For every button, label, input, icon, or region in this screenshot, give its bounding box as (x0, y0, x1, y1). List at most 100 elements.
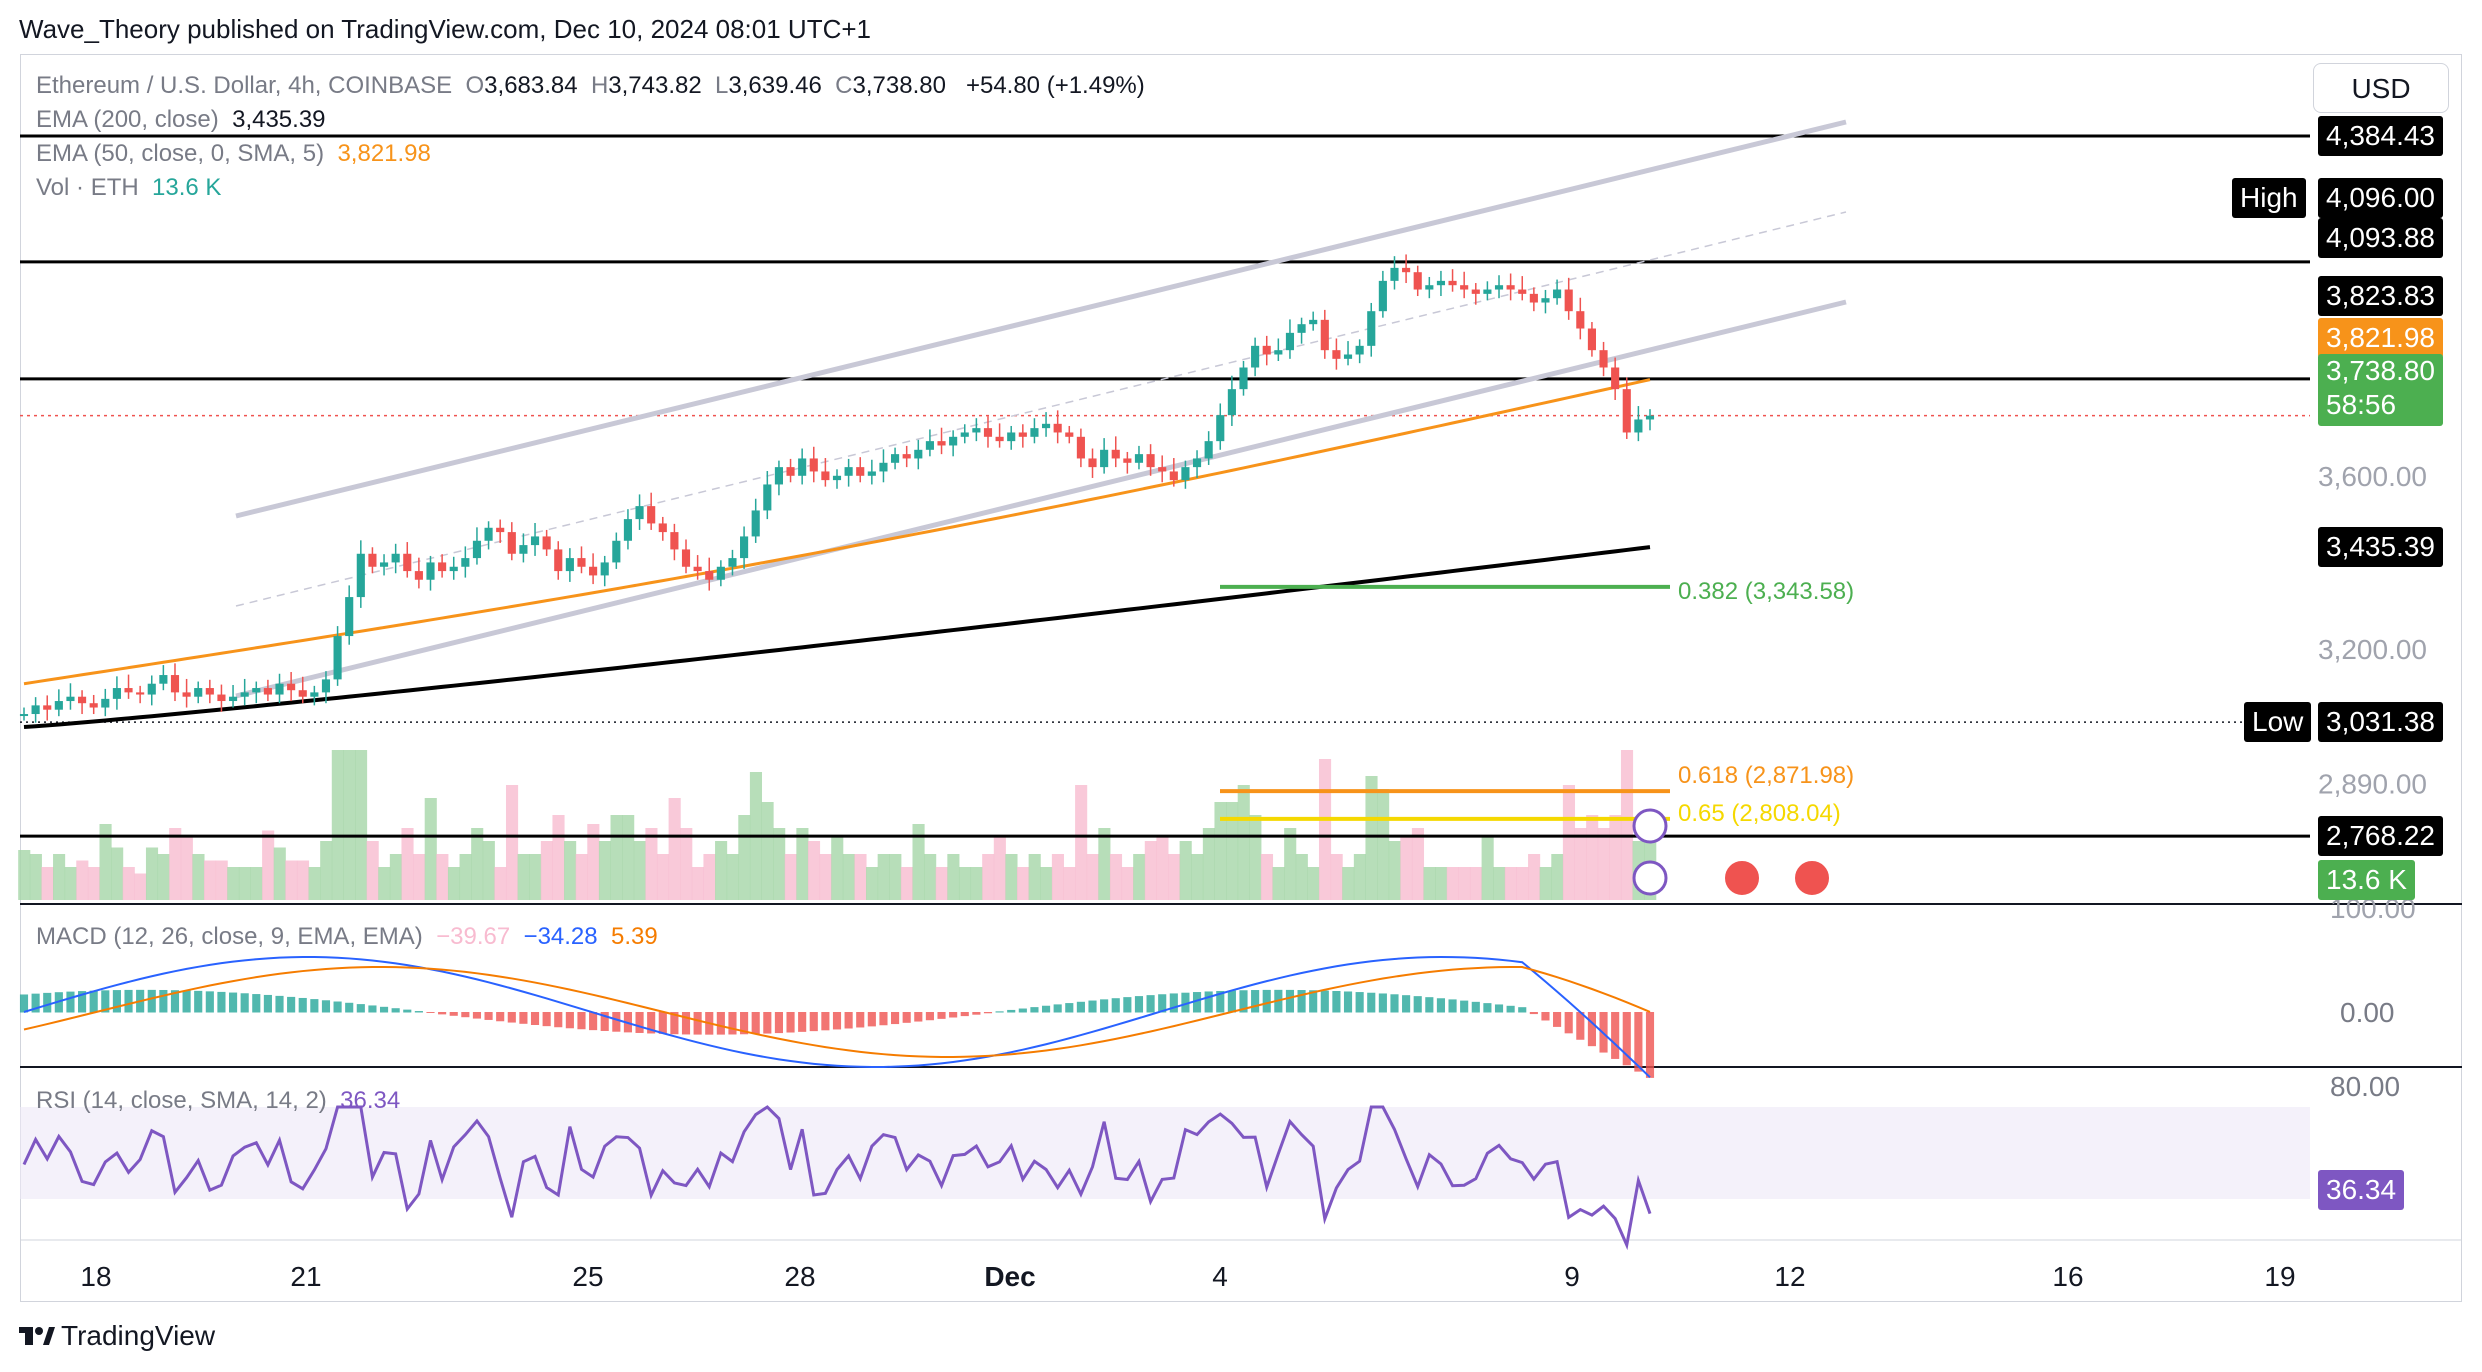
candle-body (1483, 289, 1492, 294)
candle-body (66, 696, 75, 702)
x-axis-label: Dec (984, 1261, 1035, 1292)
volume-bar (1249, 815, 1262, 900)
macd-hist-bar (1587, 1012, 1596, 1047)
macd-hist-bar (19, 994, 29, 1013)
volume-bar (111, 847, 124, 900)
macd-hist-bar (182, 990, 191, 1013)
volume-bar (1446, 867, 1459, 900)
volume-bar (540, 841, 553, 900)
candle-body (681, 549, 691, 567)
macd-hist-bar (635, 1012, 644, 1033)
macd-hist-bar (519, 1012, 528, 1024)
legend-symbol: Ethereum / U.S. Dollar, 4h, COINBASE (36, 72, 453, 99)
legend-change: +54.80 (+1.49%) (965, 72, 1145, 99)
macd-hist-bar (1448, 999, 1457, 1013)
volume-bar (982, 854, 995, 900)
volume-bar (157, 854, 170, 900)
price-tag-prefix: Low (2244, 702, 2312, 743)
candle-body (426, 562, 435, 580)
macd-hist-bar (298, 997, 307, 1013)
volume-bar (1458, 867, 1471, 900)
macd-hist-bar (1076, 1001, 1085, 1013)
macd-hist-bar (310, 999, 319, 1013)
candle-body (786, 467, 795, 476)
candle-body (879, 462, 888, 472)
volume-bar (633, 841, 646, 900)
candle-body (403, 553, 412, 572)
volume-bar (1377, 789, 1390, 900)
tradingview-logo[interactable]: TradingView (19, 1320, 215, 1352)
candle-body (345, 597, 354, 637)
macd-hist-bar (1332, 990, 1341, 1013)
candle-body (774, 467, 783, 485)
volume-bar (1284, 828, 1297, 900)
candle-body (1041, 423, 1051, 429)
macd-hist-bar (949, 1012, 958, 1018)
volume-bar (459, 854, 472, 900)
candle-body (577, 558, 586, 567)
candle-body (1402, 267, 1411, 273)
candle-body (1251, 345, 1260, 368)
candle-body (1274, 350, 1283, 355)
volume-bar (378, 867, 391, 900)
volume-bar (41, 867, 54, 900)
macd-hist-bar (844, 1012, 853, 1029)
volume-bar (924, 854, 937, 900)
rsi-tag: 36.34 (2318, 1170, 2405, 1210)
macd-hist-bar (240, 993, 249, 1013)
channel-lower (235, 299, 1847, 699)
currency-button[interactable]: USD (2313, 63, 2449, 113)
macd-hist-bar (194, 990, 203, 1013)
volume-bar (784, 854, 797, 900)
volume-bar (610, 815, 623, 900)
macd-hist-bar (960, 1012, 969, 1017)
candle-body (194, 688, 203, 697)
macd-hist-bar (647, 1012, 656, 1034)
volume-bar (505, 785, 519, 900)
macd-hist-bar (1041, 1005, 1051, 1013)
volume-bar (703, 854, 716, 900)
candle-body (1367, 311, 1376, 346)
candle-body (1018, 432, 1027, 437)
event-icon (1632, 808, 1668, 844)
candle-body (1123, 458, 1132, 463)
volume-bar (1586, 815, 1599, 900)
legend-low: 3,639.46 (728, 72, 822, 99)
candle-body (728, 558, 737, 567)
footer-brand: TradingView (61, 1320, 216, 1351)
candle-body (902, 454, 911, 459)
rsi-line (22, 1105, 1652, 1251)
volume-bar (1307, 867, 1320, 900)
candle-body (1390, 267, 1399, 281)
volume-bar (668, 798, 681, 900)
candle-body (275, 683, 284, 695)
volume-bar (1109, 854, 1123, 900)
macd-hist-bar (403, 1009, 412, 1013)
volume-bar (1086, 854, 1099, 900)
volume-bar (1411, 828, 1425, 900)
macd-hist-bar (426, 1012, 435, 1013)
x-axis-label: 19 (2264, 1261, 2295, 1292)
volume-bar (1295, 854, 1308, 900)
candle-body (1553, 289, 1562, 299)
macd-signal-line (23, 966, 1651, 1058)
volume-bar (1597, 828, 1610, 900)
macd-hist-bar (391, 1008, 400, 1013)
macd-hist-bar (879, 1012, 888, 1026)
candle-body (461, 558, 470, 567)
vol-value: 13.6 K (152, 174, 222, 201)
macd-hist-bar (972, 1012, 981, 1015)
macd-hist-bar (43, 992, 52, 1013)
volume-bar (273, 847, 286, 900)
volume-bar (575, 854, 588, 900)
macd-hist-bar (217, 991, 226, 1013)
candle-body (960, 432, 969, 437)
macd-hist-bar (1251, 990, 1260, 1013)
volume-bar (1423, 867, 1436, 900)
volume-bar (87, 867, 100, 900)
chart-frame (20, 54, 2462, 1302)
macd-hist-bar (368, 1005, 377, 1013)
countdown: 58:56 (2326, 389, 2397, 420)
candle-body (1645, 415, 1655, 420)
